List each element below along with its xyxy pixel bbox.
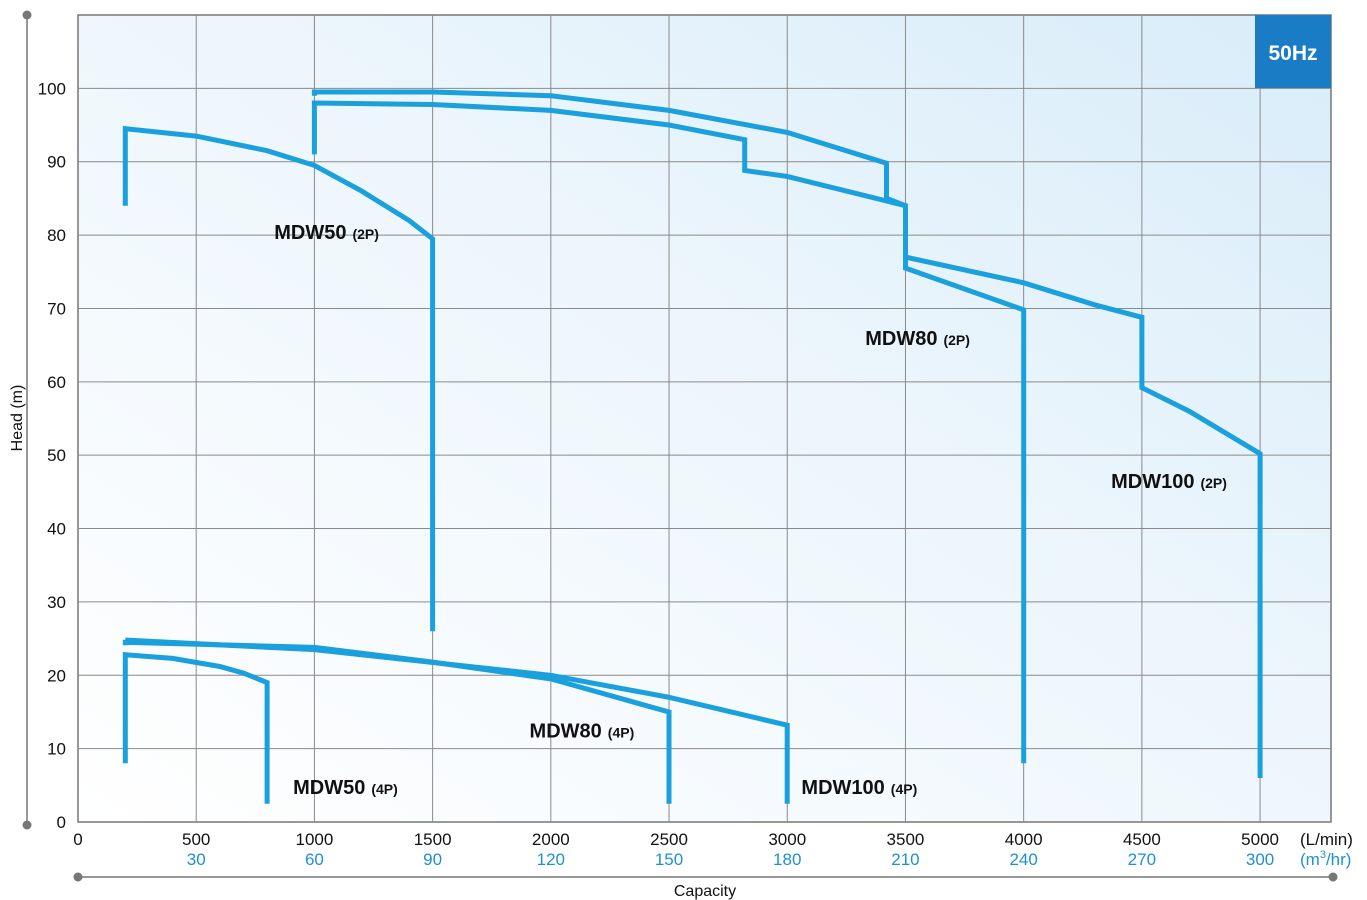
frequency-badge-text: 50Hz — [1268, 42, 1317, 65]
x2-tick-labels: 30 60 90 120 150 180 210 240 270 300 — [187, 850, 1275, 869]
series-label-3: MDW50 (4P) — [293, 777, 398, 799]
x-tick-label: 0 — [73, 830, 82, 849]
x-tick-label: 3000 — [768, 830, 806, 849]
x2-tick-label: 60 — [305, 850, 324, 869]
x2-unit-label: (m3/hr) — [1300, 849, 1351, 869]
x-tick-label: 4500 — [1123, 830, 1161, 849]
series-lines — [122, 89, 1263, 804]
series-line-1 — [311, 100, 1027, 764]
x2-tick-label: 240 — [1009, 850, 1037, 869]
series-line-2 — [311, 89, 1263, 778]
y-axis-title: Head (m) — [9, 385, 26, 452]
x2-unit-sup: 3 — [1320, 849, 1326, 861]
frequency-badge — [1255, 15, 1331, 88]
x-axis-left-dot — [73, 872, 83, 882]
series-label-4: MDW80 (4P) — [530, 721, 635, 743]
y-tick-label: 20 — [47, 666, 66, 685]
x2-tick-label: 210 — [891, 850, 919, 869]
x-tick-label: 5000 — [1241, 830, 1279, 849]
series-label-name: MDW80 — [865, 328, 937, 350]
x2-tick-label: 300 — [1246, 850, 1274, 869]
series-label-name: MDW80 — [530, 721, 602, 743]
x2-tick-label: 90 — [423, 850, 442, 869]
series-label-5: MDW100 (4P) — [801, 777, 917, 799]
x2-unit-base: (m — [1300, 850, 1320, 869]
x-axis-right-dot — [1328, 872, 1338, 882]
series-label-sub: (4P) — [608, 725, 634, 741]
y-tick-label: 0 — [57, 813, 66, 832]
x-tick-label: 1500 — [414, 830, 452, 849]
x-tick-label: 4000 — [1005, 830, 1043, 849]
plot-background — [77, 14, 1332, 823]
y-tick-label: 80 — [47, 226, 66, 245]
y-axis-bottom-dot — [22, 820, 32, 830]
y-tick-label: 60 — [47, 373, 66, 392]
series-label-name: MDW50 — [274, 222, 346, 244]
x-tick-label: 2500 — [650, 830, 688, 849]
series-label-sub: (2P) — [943, 332, 969, 348]
y-axis-top-dot — [22, 10, 32, 20]
x-tick-label: 1000 — [296, 830, 334, 849]
series-label-sub: (4P) — [371, 781, 397, 797]
x-unit-label: (L/min) — [1300, 830, 1353, 849]
y-tick-label: 100 — [38, 79, 66, 98]
series-label-2: MDW100 (2P) — [1111, 471, 1227, 493]
series-labels: MDW50 (2P)MDW80 (2P)MDW100 (2P)MDW50 (4P)MDW… — [274, 222, 1227, 799]
x-tick-label: 500 — [182, 830, 210, 849]
x2-tick-label: 120 — [537, 850, 565, 869]
series-label-sub: (2P) — [352, 226, 378, 242]
series-label-name: MDW50 — [293, 777, 365, 799]
y-tick-label: 50 — [47, 446, 66, 465]
series-label-name: MDW100 — [801, 777, 884, 799]
x2-tick-label: 30 — [187, 850, 206, 869]
x-tick-labels: 0 500 1000 1500 2000 2500 3000 3500 4000 4500 5000 — [73, 830, 1279, 849]
x-tick-label: 3500 — [887, 830, 925, 849]
x-axis-title: Capacity — [674, 883, 736, 900]
series-label-1: MDW80 (2P) — [865, 328, 970, 350]
x2-tick-label: 270 — [1128, 850, 1156, 869]
y-tick-label: 40 — [47, 520, 66, 539]
y-tick-label: 30 — [47, 593, 66, 612]
series-label-0: MDW50 (2P) — [274, 222, 379, 244]
series-line-5 — [125, 637, 790, 804]
y-tick-label: 10 — [47, 740, 66, 759]
x2-tick-label: 180 — [773, 850, 801, 869]
series-label-sub: (4P) — [891, 781, 917, 797]
x-tick-label: 2000 — [532, 830, 570, 849]
series-label-name: MDW100 — [1111, 471, 1194, 493]
y-tick-labels: 0 10 20 30 40 50 60 70 80 90 100 — [38, 79, 66, 832]
series-line-0 — [122, 125, 436, 632]
series-line-3 — [122, 651, 270, 804]
x2-tick-label: 150 — [655, 850, 683, 869]
x2-unit-tail: /hr) — [1326, 850, 1352, 869]
y-tick-label: 70 — [47, 299, 66, 318]
grid — [78, 15, 1331, 822]
series-label-sub: (2P) — [1200, 475, 1226, 491]
y-tick-label: 90 — [47, 153, 66, 172]
